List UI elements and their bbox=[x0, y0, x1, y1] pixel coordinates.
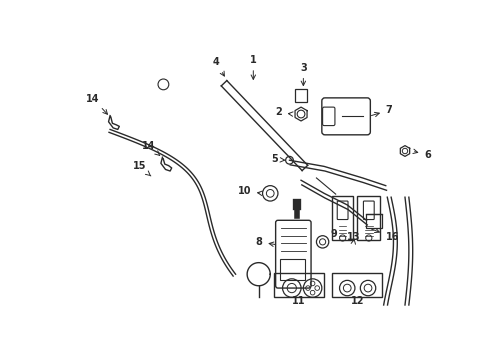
Bar bbox=[357, 195, 380, 240]
Bar bbox=[294, 89, 306, 102]
Bar bbox=[280, 259, 305, 280]
Text: 10: 10 bbox=[237, 186, 262, 196]
Text: 13: 13 bbox=[346, 232, 360, 242]
Text: 15: 15 bbox=[132, 161, 150, 176]
Text: 7: 7 bbox=[371, 105, 392, 117]
Text: 5: 5 bbox=[271, 154, 284, 165]
Text: 9: 9 bbox=[329, 229, 336, 239]
Text: 1: 1 bbox=[249, 55, 256, 79]
Bar bbox=[366, 214, 381, 228]
Text: 11: 11 bbox=[291, 296, 305, 306]
Text: 14: 14 bbox=[142, 141, 160, 156]
Text: 3: 3 bbox=[299, 63, 306, 86]
Text: 12: 12 bbox=[350, 296, 363, 306]
Bar bbox=[331, 195, 353, 240]
Text: 14: 14 bbox=[86, 94, 107, 114]
Text: 16: 16 bbox=[371, 229, 398, 242]
Bar bbox=[331, 273, 381, 297]
Text: 8: 8 bbox=[255, 237, 275, 247]
Text: 2: 2 bbox=[274, 108, 292, 117]
Text: 4: 4 bbox=[213, 58, 224, 76]
Text: 6: 6 bbox=[412, 149, 430, 160]
Bar bbox=[274, 273, 324, 297]
